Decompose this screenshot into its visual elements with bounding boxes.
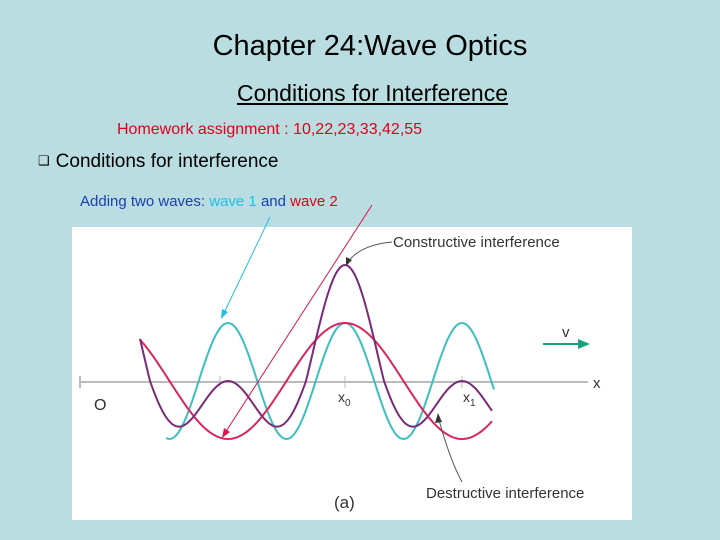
velocity-arrow-icon [543,339,590,349]
wave1-label: wave 1 [209,193,257,210]
adding-prefix: Adding two waves: [80,193,210,210]
x0-label: x0 [338,389,351,409]
homework-text: Homework assignment : 10,22,23,33,42,55 [117,121,423,138]
constructive-arrow [347,241,393,263]
constructive-label: Constructive interference [393,234,560,251]
hollow-square-bullet-icon: ❑ [38,153,50,168]
sum-wave-curve [139,264,493,428]
bullet-text: Conditions for interference [55,151,279,172]
slide-subtitle: Conditions for Interference [236,80,509,106]
destructive-label: Destructive interference [426,485,584,502]
velocity-label: v [562,324,570,341]
slide-title: Chapter 24:Wave Optics [212,30,528,62]
bullet-item: ❑ Conditions for interference [38,151,279,173]
x-axis-label: x [593,375,601,392]
wave2-pointer-arrow [222,204,373,438]
x1-label: x1 [463,389,476,409]
figure-caption: (a) [334,493,355,512]
adding-waves-text: Adding two waves: wave 1 and wave 2 [80,193,338,210]
wave2-label: wave 2 [290,193,338,210]
wave-1-curve [165,321,495,441]
destructive-arrow [438,419,463,483]
origin-label: O [94,397,106,414]
and-text: and [256,193,291,210]
wave1-pointer-arrow [221,216,271,319]
